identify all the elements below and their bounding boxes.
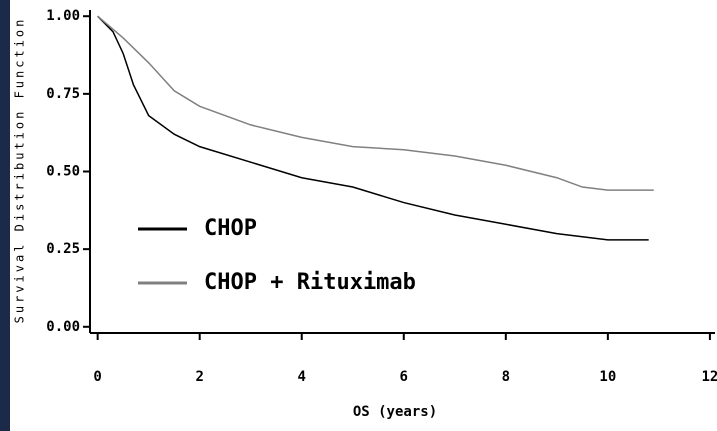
x-tick-label: 0 <box>93 369 101 385</box>
x-tick-label: 8 <box>502 369 510 385</box>
y-axis-label: Survival Distribution Function <box>13 17 27 324</box>
x-tick-label: 10 <box>599 369 616 385</box>
x-tick-label: 6 <box>400 369 408 385</box>
side-strip <box>0 0 10 431</box>
survival-line <box>97 15 649 241</box>
y-tick-label: 1.00 <box>46 8 80 24</box>
legend-label: CHOP + Rituximab <box>204 270 416 295</box>
x-tick-label: 4 <box>298 369 306 385</box>
y-tick-label: 0.50 <box>46 164 80 180</box>
x-tick-label: 2 <box>195 369 203 385</box>
y-tick-label: 0.00 <box>46 319 80 335</box>
survival-line <box>97 15 654 191</box>
y-tick-label: 0.75 <box>46 86 80 102</box>
legend-label: CHOP <box>204 216 257 241</box>
x-axis-label: OS (years) <box>353 404 437 420</box>
y-tick-label: 0.25 <box>46 241 80 257</box>
x-tick-label: 12 <box>701 369 717 385</box>
